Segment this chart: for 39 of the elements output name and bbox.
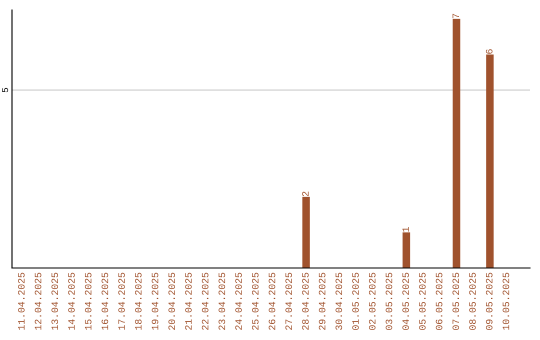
x-tick-label: 28.04.2025 [302, 272, 309, 330]
bar [302, 196, 310, 268]
data-label: 7 [452, 14, 459, 18]
x-tick-label: 03.05.2025 [386, 272, 392, 330]
x-tick-label: 14.04.2025 [68, 272, 75, 330]
x-tick-label: 17.04.2025 [118, 272, 125, 330]
x-tick-label: 10.05.2025 [502, 272, 510, 330]
x-tick-label: 07.05.2025 [452, 272, 460, 330]
x-tick-label: 05.05.2025 [419, 272, 426, 330]
x-tick-label: 08.05.2025 [469, 272, 476, 330]
x-tick-label: 26.04.2025 [268, 272, 276, 330]
data-label: 6 [486, 49, 493, 54]
x-tick-label: 16.04.2025 [102, 272, 108, 330]
x-tick-label: 13.04.2025 [51, 272, 58, 330]
x-tick-label: 06.05.2025 [436, 272, 442, 330]
data-label: 1 [402, 227, 409, 232]
x-tick-label: 09.05.2025 [486, 272, 493, 330]
x-tick-label: 21.04.2025 [185, 272, 192, 330]
x-tick-label: 12.04.2025 [34, 272, 42, 330]
bar [402, 232, 410, 268]
y-tick-label: 5 [2, 88, 8, 92]
x-tick-label: 01.05.2025 [352, 272, 359, 330]
x-tick-label: 30.04.2025 [336, 272, 342, 330]
bar [486, 54, 494, 268]
x-tick-label: 11.04.2025 [18, 272, 25, 330]
x-tick-label: 24.04.2025 [235, 272, 242, 330]
x-tick-label: 25.04.2025 [252, 272, 259, 330]
x-tick-label: 04.05.2025 [402, 272, 409, 330]
x-tick-label: 18.04.2025 [135, 272, 142, 330]
x-tick-label: 15.04.2025 [84, 272, 92, 330]
data-label: 2 [302, 192, 309, 196]
x-tick-label: 29.04.2025 [318, 272, 326, 330]
x-tick-label: 23.04.2025 [218, 272, 226, 330]
x-tick-label: 27.04.2025 [285, 272, 292, 330]
x-tick-label: 22.04.2025 [202, 272, 208, 330]
x-tick-label: 02.05.2025 [368, 272, 376, 330]
x-tick-label: 20.04.2025 [168, 272, 176, 330]
x-tick-label: 19.04.2025 [152, 272, 158, 330]
bar [452, 18, 460, 268]
